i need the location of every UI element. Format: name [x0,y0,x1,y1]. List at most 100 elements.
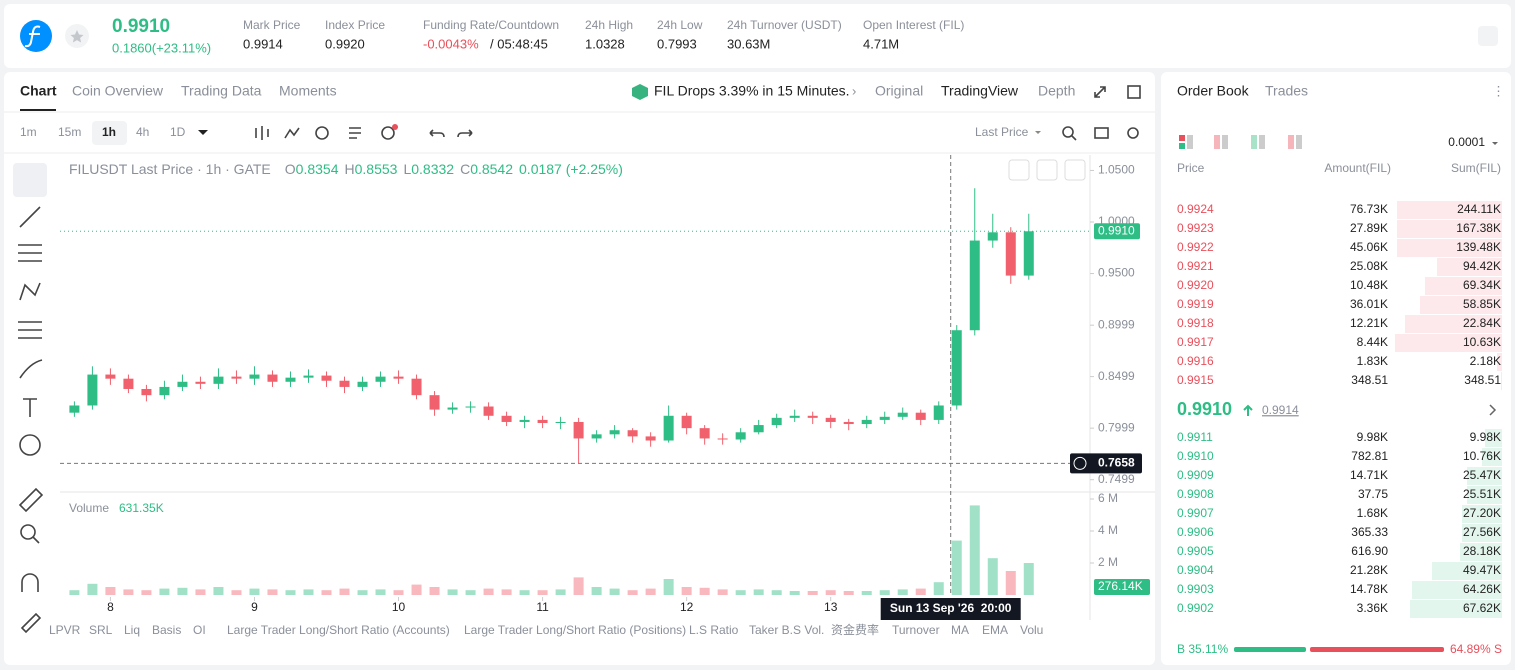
interval[interactable]: 1D [170,125,186,139]
news-ticker[interactable]: FIL Drops 3.39% in 15 Minutes. [654,83,850,99]
volume-value: 631.35K [119,501,164,515]
indicator[interactable]: Liq [124,623,140,637]
book-price[interactable]: 0.9922 [1177,240,1214,254]
fullscreen-icon[interactable] [1094,86,1106,98]
candle-body [249,374,260,379]
interval[interactable]: 1h [102,125,116,139]
chevron: › [852,83,856,98]
indicator[interactable]: L.S Ratio [689,623,739,637]
crosshair-add[interactable] [1073,456,1087,470]
legend-item: 0.0187 (+2.25%) [519,161,623,177]
volume-bar [159,588,170,595]
indicator[interactable]: LPVR [49,623,81,637]
x-tick-label: 9 [251,600,258,614]
price-type[interactable]: Last Price [975,125,1029,139]
indicator[interactable]: 资金费率 [831,622,879,637]
indicator[interactable]: OI [193,623,206,637]
book-price[interactable]: 0.9921 [1177,259,1214,273]
book-amount: 25.08K [1350,259,1388,273]
depth-bar [1497,353,1502,371]
orderbook-tab[interactable]: Order Book [1177,83,1250,99]
crosshair-price: 0.7658 [1098,456,1135,470]
book-price[interactable]: 0.9905 [1177,544,1214,558]
book-price[interactable]: 0.9924 [1177,202,1214,216]
dropdown[interactable] [1035,131,1041,134]
candle-body [879,416,890,420]
indicator[interactable]: MA [951,623,969,637]
book-price[interactable]: 0.9907 [1177,506,1214,520]
stat-value: 0.7993 [657,36,697,51]
book-price[interactable]: 0.9916 [1177,354,1214,368]
column-header: Amount(FIL) [1324,161,1391,175]
legend-item: FILUSDT Last Price · 1h · GATE [69,161,271,177]
indicator[interactable]: SRL [89,623,113,637]
indicator[interactable]: Taker B.S Vol. [749,623,824,637]
view-tab[interactable]: Original [875,83,923,99]
volume-bar [681,587,692,595]
volume-bar [249,588,260,595]
candle-body [861,419,872,425]
volume-bar [591,587,602,595]
book-sum: 27.20K [1463,506,1501,520]
book-price[interactable]: 0.9923 [1177,221,1214,235]
indicator[interactable]: Basis [152,623,181,637]
view-tab[interactable]: TradingView [941,83,1019,99]
volume-bar [807,591,818,595]
settings-button[interactable] [1478,26,1498,46]
interval[interactable]: 15m [58,125,81,139]
indicator[interactable]: Large Trader Long/Short Ratio (Accounts) [227,623,450,637]
book-price[interactable]: 0.9903 [1177,582,1214,596]
depth-bar [1501,372,1502,390]
active-tool[interactable] [13,163,47,197]
dropdown[interactable] [198,130,208,135]
volume-bar [933,582,944,595]
chart-tab[interactable]: Moments [279,83,337,99]
chart-button[interactable] [1064,159,1086,181]
sell-ratio: 64.89% S [1450,642,1502,656]
crosshair-time: Sun 13 Sep '26 20:00 [890,601,1012,615]
layout-icon[interactable] [1127,85,1141,99]
interval[interactable]: 4h [136,125,149,139]
book-price[interactable]: 0.9902 [1177,601,1214,615]
trades-tab[interactable]: Trades [1265,83,1308,99]
book-price[interactable]: 0.9906 [1177,525,1214,539]
indicator[interactable]: EMA [982,623,1008,637]
depth-bar [1482,448,1502,466]
chart-button[interactable] [1008,159,1030,181]
book-sum: 94.42K [1463,259,1501,273]
book-price[interactable]: 0.9918 [1177,316,1214,330]
volume-bar [699,587,710,595]
volume-bar [915,588,926,595]
book-price[interactable]: 0.9919 [1177,297,1214,311]
chart-tab[interactable]: Trading Data [181,83,262,99]
book-price[interactable]: 0.9915 [1177,373,1214,387]
indicator[interactable]: Turnover [892,623,940,637]
view-tab[interactable]: Depth [1038,83,1075,99]
indicator[interactable]: Large Trader Long/Short Ratio (Positions… [464,623,686,637]
book-price[interactable]: 0.9911 [1177,430,1213,444]
book-price[interactable]: 0.9909 [1177,468,1214,482]
book-amount: 45.06K [1350,240,1388,254]
expand[interactable] [1489,404,1497,416]
indicator[interactable]: Volu [1020,623,1043,637]
chart-button[interactable] [1036,159,1058,181]
candle-body [933,405,944,420]
legend-item: O [285,161,296,177]
more-menu[interactable]: ⋮ [1492,83,1505,98]
chart-tab[interactable]: Chart [20,83,57,99]
candle-body [951,330,962,406]
stat-value: -0.0043% [423,36,479,51]
stat-value: 4.71M [863,36,899,51]
chart-tab[interactable]: Coin Overview [72,83,164,99]
book-price[interactable]: 0.9920 [1177,278,1214,292]
x-tick-label: 10 [392,600,406,614]
depth-bar [1420,296,1502,314]
book-price[interactable]: 0.9917 [1177,335,1214,349]
depth-bar [1432,562,1502,580]
book-price[interactable]: 0.9904 [1177,563,1214,577]
book-price[interactable]: 0.9908 [1177,487,1214,501]
book-price[interactable]: 0.9910 [1177,449,1214,463]
interval[interactable]: 1m [20,125,37,139]
depth-bar [1467,467,1502,485]
precision-select[interactable]: 0.0001 [1448,135,1485,149]
